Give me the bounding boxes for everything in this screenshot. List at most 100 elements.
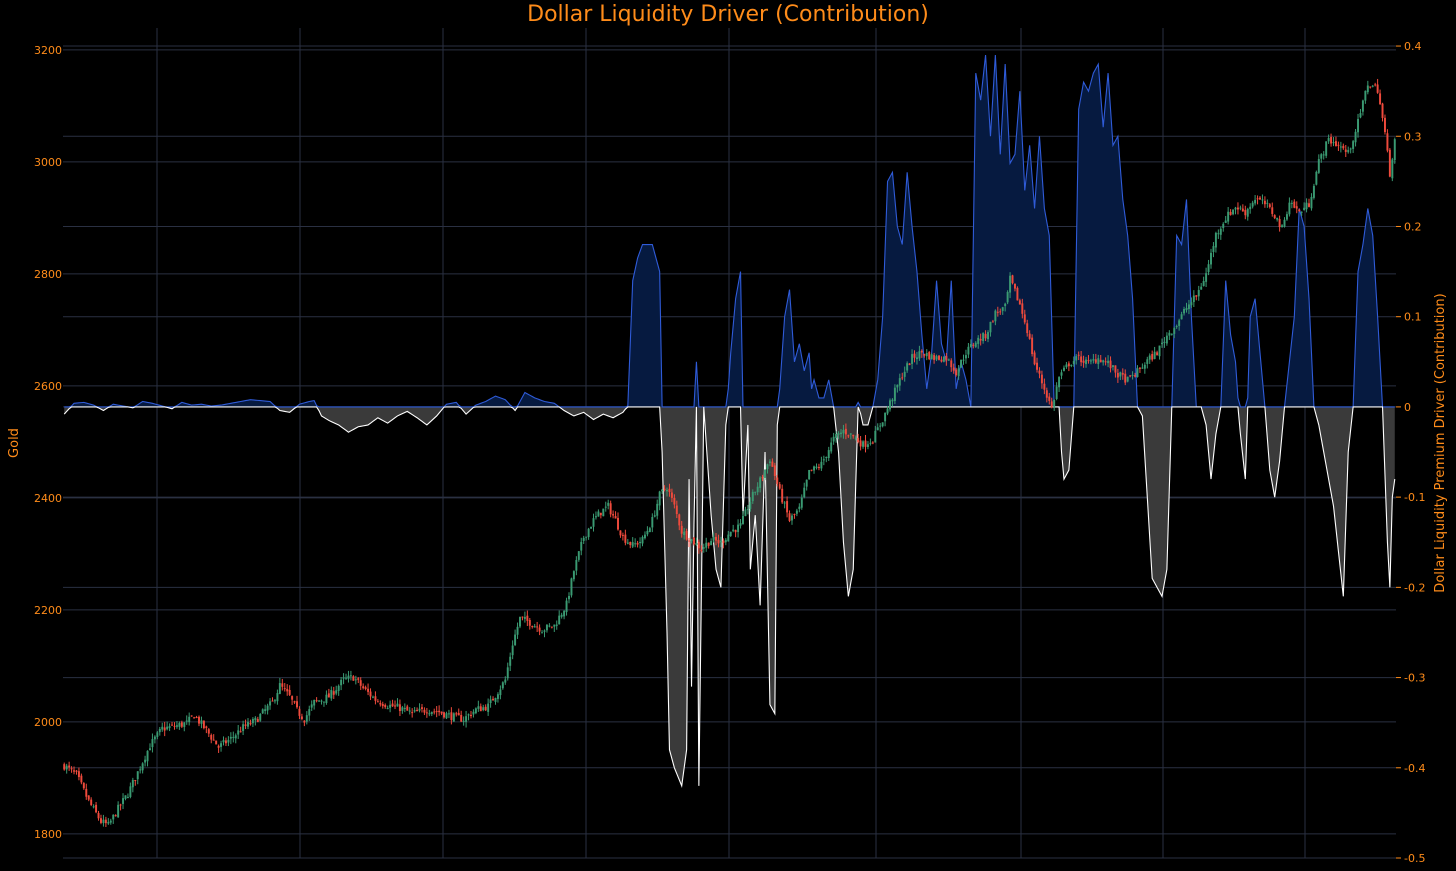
gold-candle — [1185, 308, 1188, 311]
gold-candle — [820, 461, 823, 469]
gold-candle — [533, 626, 536, 628]
gold-candle — [1310, 196, 1313, 209]
gold-candle — [543, 630, 546, 632]
gold-candle — [602, 508, 605, 517]
gold-candle — [869, 442, 872, 444]
gold-candle — [73, 770, 76, 772]
gold-candle — [1036, 362, 1039, 370]
gold-candle — [749, 501, 752, 509]
gold-candle — [97, 812, 100, 819]
gold-candle — [837, 433, 840, 435]
left-axis-tick-label: 3200 — [34, 44, 62, 57]
gold-candle — [293, 701, 296, 703]
gold-candle — [876, 427, 879, 431]
gold-candle — [499, 689, 502, 696]
gold-candle — [528, 620, 531, 626]
gold-candle — [1021, 303, 1024, 314]
gold-candle — [1288, 202, 1291, 215]
gold-candle — [467, 714, 470, 716]
gold-candle — [511, 645, 514, 656]
gold-candle — [612, 514, 615, 516]
gold-candle — [737, 524, 740, 533]
gold-candle — [558, 615, 561, 625]
gold-candle — [830, 442, 833, 452]
gold-candle — [815, 466, 818, 469]
gold-candle — [1354, 131, 1357, 143]
chart-title: Dollar Liquidity Driver (Contribution) — [527, 2, 929, 27]
gold-candle — [942, 356, 945, 362]
gold-candle — [146, 750, 149, 762]
gold-candle — [1107, 360, 1110, 364]
gold-candle — [425, 712, 428, 714]
gold-candle — [624, 534, 627, 543]
gold-candle — [300, 716, 303, 720]
gold-candle — [359, 680, 362, 686]
gold-candle — [987, 332, 989, 340]
gold-candle — [621, 534, 624, 536]
gold-candle — [1388, 149, 1391, 177]
gold-candle — [874, 430, 877, 443]
gold-candle — [126, 796, 129, 798]
gold-candle — [308, 709, 311, 716]
gold-candle — [555, 624, 558, 626]
gold-candle — [506, 667, 509, 679]
gold-candle — [1339, 146, 1342, 148]
gold-candle — [249, 722, 252, 725]
gold-candle — [585, 536, 588, 538]
gold-candle — [1298, 209, 1301, 212]
gold-candle — [1200, 286, 1203, 290]
gold-candle — [509, 656, 512, 666]
gold-candle — [626, 542, 629, 544]
gold-candle — [1222, 223, 1225, 228]
gold-candle — [977, 337, 980, 344]
gold-candle — [1259, 197, 1261, 200]
gold-candle — [420, 707, 423, 709]
gold-candle — [568, 596, 570, 600]
gold-candle — [582, 537, 585, 541]
gold-candle — [891, 399, 894, 402]
gold-candle — [1342, 145, 1345, 149]
gold-candle — [229, 736, 232, 739]
gold-candle — [918, 351, 921, 359]
gold-candle — [224, 740, 227, 744]
gold-candle — [1386, 133, 1389, 151]
gold-candle — [1143, 364, 1146, 369]
gold-candle — [1072, 361, 1075, 364]
gold-candle — [447, 713, 450, 715]
gold-candle — [1219, 228, 1222, 235]
gold-candle — [1038, 370, 1041, 374]
gold-candle — [859, 440, 862, 447]
gold-candle — [717, 539, 720, 544]
gold-candle — [1055, 386, 1058, 400]
gold-candle — [599, 512, 602, 516]
gold-candle — [163, 727, 166, 731]
gold-candle — [1033, 352, 1036, 365]
gold-candle — [1334, 141, 1337, 146]
gold-candle — [928, 352, 931, 360]
gold-candle — [161, 726, 164, 730]
gold-candle — [190, 715, 193, 717]
right-axis-tick-label: 0.2 — [1404, 220, 1422, 233]
gold-candle — [313, 699, 316, 706]
gold-candle — [712, 536, 715, 540]
gold-candle — [1050, 401, 1053, 408]
gold-candle — [822, 459, 825, 461]
gold-candle — [653, 515, 656, 517]
gold-candle — [1062, 367, 1065, 371]
gold-candle — [651, 517, 654, 528]
gold-candle — [1393, 139, 1396, 161]
gold-candle — [450, 712, 453, 721]
gold-candle — [563, 610, 566, 617]
gold-candle — [523, 616, 526, 619]
gold-candle — [722, 540, 725, 544]
gold-candle — [1011, 275, 1014, 284]
gold-candle — [1278, 219, 1281, 228]
gold-candle — [1126, 376, 1129, 382]
gold-candle — [1187, 304, 1190, 310]
gold-candle — [548, 625, 551, 627]
gold-candle — [1366, 85, 1369, 93]
gold-candle — [1315, 171, 1318, 185]
gold-candle — [903, 371, 906, 377]
gold-candle — [1058, 377, 1061, 388]
gold-candle — [210, 735, 213, 740]
